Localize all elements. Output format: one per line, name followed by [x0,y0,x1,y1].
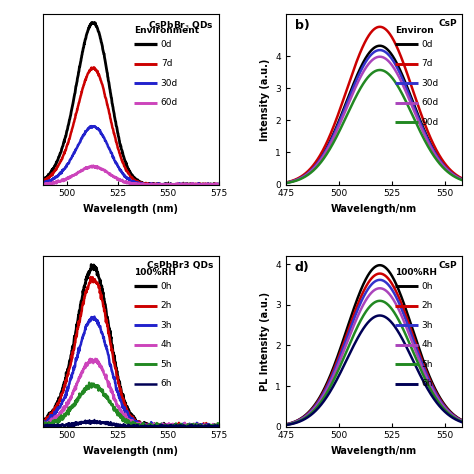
Text: 0d: 0d [421,39,433,48]
Text: 6h: 6h [421,380,433,389]
Text: 90d: 90d [421,118,439,127]
Text: 100%RH: 100%RH [395,268,437,277]
Text: 5h: 5h [421,360,433,369]
Text: 6h: 6h [161,380,172,389]
Text: 0h: 0h [421,282,433,291]
X-axis label: Wavelength (nm): Wavelength (nm) [83,204,178,214]
Y-axis label: Intensity (a.u.): Intensity (a.u.) [260,58,270,141]
Text: d): d) [295,261,310,274]
Text: 2h: 2h [161,301,172,310]
Text: 7d: 7d [161,59,172,68]
Text: 3h: 3h [161,321,172,330]
Text: 30d: 30d [421,79,439,88]
Text: Environ: Environ [395,26,434,35]
X-axis label: Wavelength (nm): Wavelength (nm) [83,446,178,456]
Text: CsP: CsP [438,19,457,28]
Text: Environment: Environment [134,26,200,35]
Text: 60d: 60d [161,98,178,107]
Text: 0d: 0d [161,39,172,48]
Text: 5h: 5h [161,360,172,369]
Text: 4h: 4h [421,340,433,349]
Text: CsPbBr$_3$ QDs: CsPbBr$_3$ QDs [148,19,214,32]
Text: 4h: 4h [161,340,172,349]
Text: 0h: 0h [161,282,172,291]
X-axis label: Wavelength/nm: Wavelength/nm [331,204,417,214]
Text: 3h: 3h [421,321,433,330]
Y-axis label: PL Intensity (a.u.): PL Intensity (a.u.) [260,292,270,391]
Text: 30d: 30d [161,79,178,88]
Text: CsP: CsP [438,261,457,270]
Text: 100%RH: 100%RH [134,268,176,277]
Text: 7d: 7d [421,59,433,68]
Text: 2h: 2h [421,301,433,310]
Text: CsPbBr3 QDs: CsPbBr3 QDs [147,261,214,270]
Text: b): b) [295,19,310,32]
X-axis label: Wavelength/nm: Wavelength/nm [331,446,417,456]
Text: 60d: 60d [421,98,439,107]
